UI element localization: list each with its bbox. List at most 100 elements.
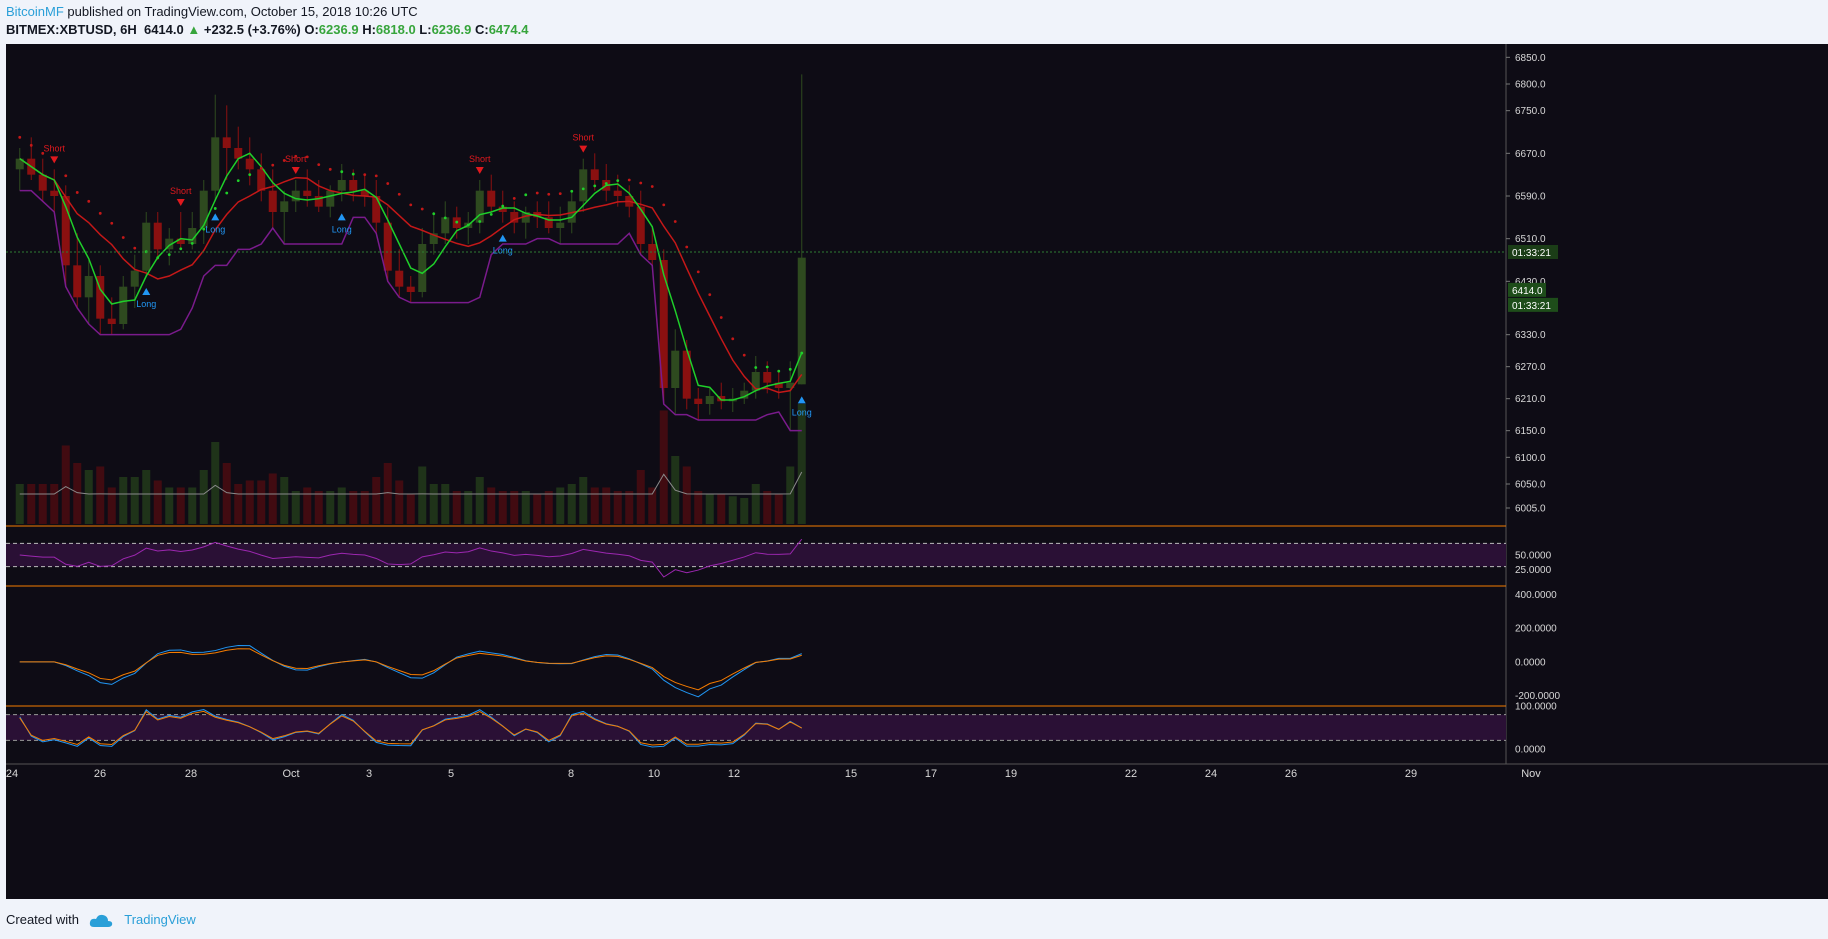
trailing-dot xyxy=(501,204,505,208)
short-arrow-icon xyxy=(50,156,59,164)
trailing-dot xyxy=(282,159,286,162)
countdown-tag xyxy=(1508,297,1558,312)
volume-bar xyxy=(372,477,381,524)
price-tick-label: 6330.0 xyxy=(1515,330,1546,341)
price-tick-label: 6670.0 xyxy=(1515,149,1546,160)
price-tick-label: 6800.0 xyxy=(1515,80,1546,91)
long-signal-label: Long xyxy=(792,407,812,417)
volume-bar xyxy=(199,470,208,524)
candle-body xyxy=(763,372,772,383)
short-signal-label: Short xyxy=(285,154,307,164)
candle-body xyxy=(176,238,185,244)
time-tick-label: 22 xyxy=(1125,768,1137,780)
macd-line xyxy=(19,644,802,698)
time-tick-label: Nov xyxy=(1521,768,1541,780)
long-arrow-icon xyxy=(142,288,151,295)
short-arrow-icon xyxy=(291,167,300,174)
trailing-dot xyxy=(754,366,758,369)
trailing-dot xyxy=(190,242,194,245)
symbol-line: BITMEX:XBTUSD, 6H 6414.0 ▲ +232.5 (+3.76… xyxy=(6,22,528,37)
candle-body xyxy=(314,196,323,207)
candle-body xyxy=(280,201,289,212)
time-tick-label: 26 xyxy=(1285,768,1297,780)
high-value: 6818.0 xyxy=(375,22,416,37)
candle-body xyxy=(142,222,151,271)
trailing-dot xyxy=(259,166,263,170)
candle-body xyxy=(648,244,657,260)
volume-bar xyxy=(96,466,105,524)
short-arrow-icon xyxy=(176,199,185,206)
candle-body xyxy=(153,222,162,250)
volume-bar xyxy=(475,477,484,524)
trailing-dot xyxy=(639,181,643,185)
trailing-dot xyxy=(742,353,746,357)
candle-body xyxy=(705,396,714,404)
short-signal-label: Short xyxy=(469,154,491,164)
volume-bar xyxy=(349,491,358,524)
volume-bar xyxy=(740,498,749,524)
trailing-dot xyxy=(719,316,723,319)
time-tick-label: 17 xyxy=(925,768,937,780)
trailing-dot xyxy=(18,135,22,139)
volume-bar xyxy=(510,491,519,524)
short-arrow-icon xyxy=(579,145,588,153)
trailing-dot xyxy=(800,351,804,355)
volume-bar xyxy=(291,491,300,524)
time-tick-label: 19 xyxy=(1005,768,1017,780)
candle-body xyxy=(15,158,24,170)
volume-bar xyxy=(222,463,231,524)
volume-bar xyxy=(383,463,392,524)
long-arrow-icon xyxy=(337,213,346,221)
volume-bar xyxy=(406,494,415,524)
time-tick-label: 3 xyxy=(366,768,372,780)
candle-body xyxy=(383,222,392,271)
tradingview-link[interactable]: TradingView xyxy=(124,912,196,927)
volume-bar xyxy=(625,491,634,524)
volume-bar xyxy=(567,484,576,524)
volume-bar xyxy=(211,442,220,524)
volume-bar xyxy=(38,484,47,524)
volume-bar xyxy=(636,470,645,524)
volume-bar xyxy=(751,484,760,524)
candle-body xyxy=(682,350,691,399)
candle-body xyxy=(429,233,438,244)
candle-body xyxy=(73,265,82,298)
long-arrow-icon xyxy=(498,234,507,242)
candle-body xyxy=(188,228,197,244)
volume-bar xyxy=(579,477,588,524)
volume-bar xyxy=(50,484,59,524)
candle-body xyxy=(556,222,565,228)
footer: Created with TradingView xyxy=(6,912,196,928)
candle-body xyxy=(165,238,174,250)
candle-body xyxy=(360,190,369,196)
volume-bar xyxy=(533,494,542,524)
candle-body xyxy=(579,169,588,202)
trailing-dot xyxy=(731,337,735,341)
trailing-dot xyxy=(236,179,240,182)
low-value: 6236.9 xyxy=(431,22,472,37)
trailing-dot xyxy=(765,365,769,369)
candle-body xyxy=(636,206,645,244)
trailing-dot xyxy=(570,189,574,193)
volume-bar xyxy=(682,466,691,524)
trailing-dot xyxy=(29,143,33,147)
volume-bar xyxy=(360,491,369,524)
volume-bar xyxy=(556,487,565,524)
candle-body xyxy=(406,286,415,292)
volume-bar xyxy=(61,445,70,524)
chart-svg[interactable]: 6850.0 6800.0 6750.0 6670.0 6590.0 6510.0 6430… xyxy=(6,44,1828,899)
trailing-dot xyxy=(420,207,424,211)
stoch-tick-label: 0.0000 xyxy=(1515,745,1546,756)
volume-bar xyxy=(763,491,772,524)
volume-bar xyxy=(728,496,737,524)
candle-body xyxy=(96,276,105,319)
author-link[interactable]: BitcoinMF xyxy=(6,4,64,19)
trailing-dot xyxy=(788,367,792,371)
volume-bar xyxy=(326,491,335,524)
candle-body xyxy=(349,180,358,191)
volume-bar xyxy=(717,494,726,524)
trailing-dot xyxy=(340,170,344,174)
trailing-dot xyxy=(121,236,125,239)
candle-body xyxy=(337,180,346,191)
chart-area[interactable]: 6850.0 6800.0 6750.0 6670.0 6590.0 6510.0 6430… xyxy=(6,44,1828,899)
